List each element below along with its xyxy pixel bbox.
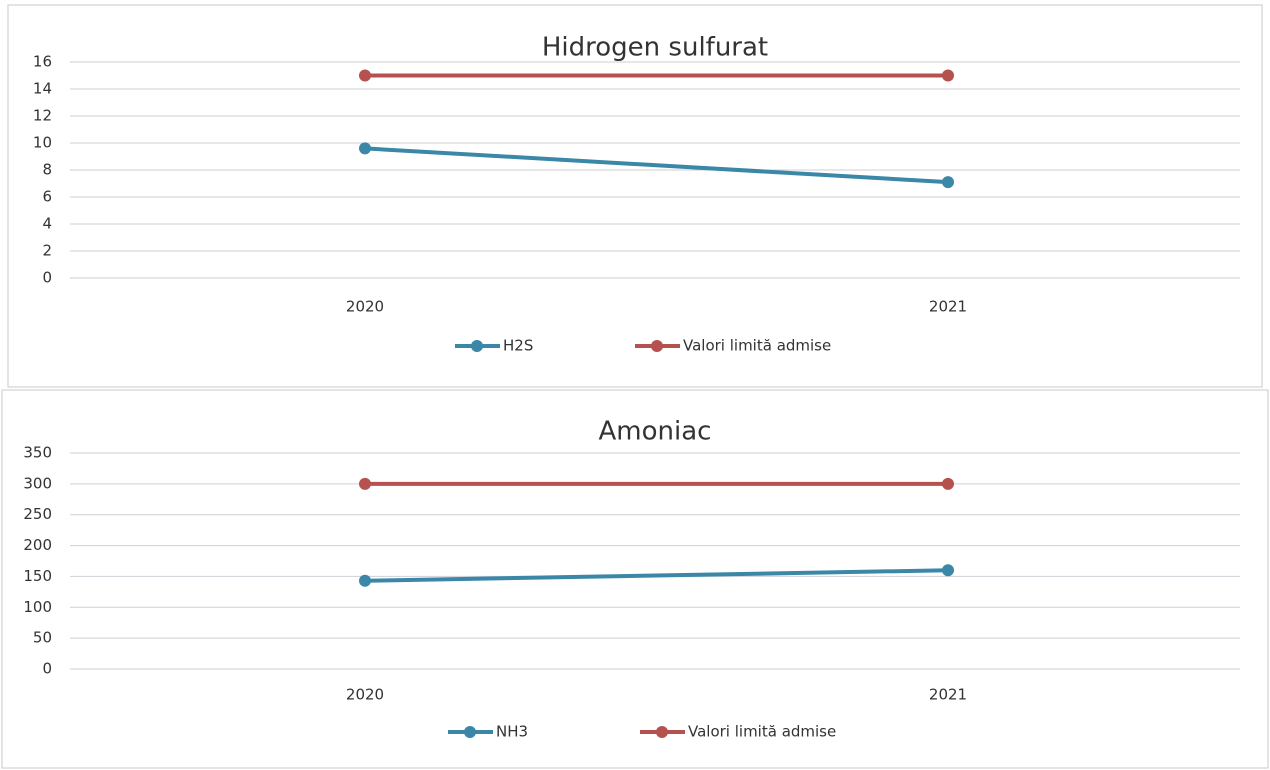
x-tick-label: 2020 bbox=[346, 298, 384, 316]
legend-label: NH3 bbox=[496, 723, 528, 741]
y-tick-label: 0 bbox=[42, 660, 52, 678]
chart-title: Hidrogen sulfurat bbox=[542, 33, 768, 63]
legend-marker bbox=[651, 340, 663, 352]
point bbox=[359, 142, 371, 155]
chart-title: Amoniac bbox=[599, 417, 712, 447]
legend-label: Valori limită admise bbox=[688, 723, 836, 741]
chart-frame bbox=[7, 4, 1263, 388]
y-tick-label: 16 bbox=[33, 53, 52, 71]
x-tick-label: 2020 bbox=[346, 686, 384, 704]
y-tick-label: 8 bbox=[42, 161, 52, 179]
y-tick-label: 200 bbox=[23, 536, 52, 554]
series-line bbox=[364, 568, 949, 583]
y-tick-label: 50 bbox=[33, 629, 52, 647]
y-tick-label: 6 bbox=[42, 188, 52, 206]
y-tick-label: 100 bbox=[23, 598, 52, 616]
point bbox=[942, 176, 954, 189]
y-tick-label: 350 bbox=[23, 444, 52, 462]
legend-marker bbox=[656, 726, 668, 738]
series-line bbox=[364, 146, 949, 185]
y-tick-label: 4 bbox=[42, 215, 52, 233]
legend-label: Valori limită admise bbox=[683, 337, 831, 355]
legend-label: H2S bbox=[503, 337, 533, 355]
y-tick-label: 12 bbox=[33, 107, 52, 125]
y-tick-label: 2 bbox=[42, 242, 52, 260]
point bbox=[359, 574, 371, 587]
point bbox=[942, 69, 954, 82]
y-tick-label: 300 bbox=[23, 474, 52, 492]
point bbox=[359, 69, 371, 82]
y-tick-label: 0 bbox=[42, 269, 52, 287]
y-tick-label: 150 bbox=[23, 567, 52, 585]
point bbox=[942, 564, 954, 577]
legend-marker bbox=[471, 340, 483, 352]
legend-marker bbox=[464, 726, 476, 738]
point bbox=[942, 477, 954, 490]
x-tick-label: 2021 bbox=[929, 298, 967, 316]
x-tick-label: 2021 bbox=[929, 686, 967, 704]
y-tick-label: 14 bbox=[33, 80, 52, 98]
y-tick-label: 250 bbox=[23, 505, 52, 523]
chart-frame bbox=[1, 389, 1269, 769]
y-tick-label: 10 bbox=[33, 134, 52, 152]
point bbox=[359, 477, 371, 490]
